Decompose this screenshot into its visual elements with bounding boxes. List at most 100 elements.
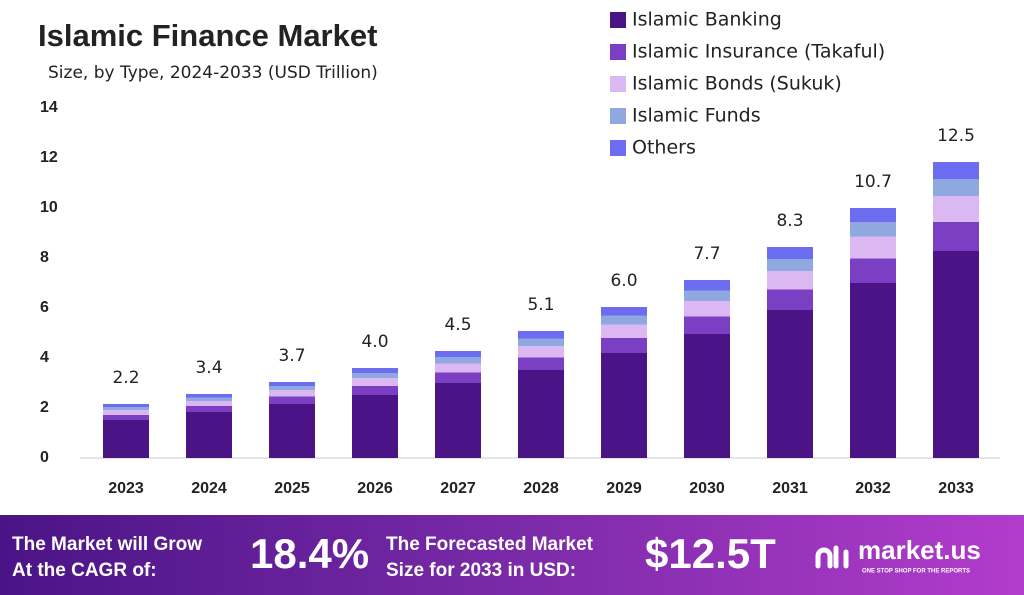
x-tick-label: 2027 bbox=[440, 480, 476, 497]
bar-segment bbox=[103, 415, 149, 420]
bar-segment bbox=[518, 338, 564, 347]
x-tick-label: 2025 bbox=[274, 480, 310, 497]
chart-title: Islamic Finance Market bbox=[38, 18, 377, 53]
x-tick-label: 2031 bbox=[772, 480, 808, 497]
x-tick-label: 2023 bbox=[108, 480, 144, 497]
banner-forecast: $12.5T bbox=[645, 530, 776, 577]
bar-segment bbox=[601, 307, 647, 316]
legend-swatch bbox=[610, 12, 626, 28]
legend-label: Islamic Bonds (Sukuk) bbox=[632, 73, 842, 95]
total-label: 4.0 bbox=[361, 332, 388, 352]
bar-segment bbox=[186, 406, 232, 412]
x-tick-label: 2026 bbox=[357, 480, 393, 497]
bar-segment bbox=[933, 179, 979, 196]
bar-segment bbox=[352, 373, 398, 378]
bar-segment bbox=[933, 222, 979, 251]
legend-label: Islamic Insurance (Takaful) bbox=[632, 41, 885, 63]
total-label: 3.7 bbox=[278, 346, 305, 366]
bar-segment bbox=[435, 383, 481, 458]
bar-segment bbox=[684, 316, 730, 334]
bar-segment bbox=[352, 378, 398, 386]
bar-segment bbox=[518, 357, 564, 370]
total-label: 10.7 bbox=[854, 172, 892, 192]
bar-segment bbox=[684, 290, 730, 301]
bar-segment bbox=[850, 283, 896, 458]
bar-segment bbox=[352, 395, 398, 458]
total-label: 6.0 bbox=[610, 271, 637, 291]
bar-segment bbox=[767, 289, 813, 310]
total-label: 5.1 bbox=[527, 295, 554, 315]
chart-subtitle: Size, by Type, 2024-2033 (USD Trillion) bbox=[48, 63, 378, 83]
bar-segment bbox=[850, 208, 896, 223]
total-label: 2.2 bbox=[112, 368, 139, 388]
bar-segment bbox=[767, 310, 813, 458]
bar-segment bbox=[269, 382, 315, 386]
bar-segment bbox=[601, 324, 647, 338]
legend-label: Islamic Banking bbox=[632, 9, 782, 31]
bar-segment bbox=[518, 346, 564, 358]
legend-swatch bbox=[610, 44, 626, 60]
total-label: 4.5 bbox=[444, 315, 471, 335]
bar-segment bbox=[435, 363, 481, 373]
bar-segment bbox=[269, 404, 315, 458]
bar-segment bbox=[186, 401, 232, 406]
bar-segment bbox=[684, 301, 730, 317]
bar-segment bbox=[601, 338, 647, 353]
bar-segment bbox=[269, 396, 315, 404]
bar-segment bbox=[269, 386, 315, 390]
bar-segment bbox=[103, 410, 149, 415]
bar-segment bbox=[850, 222, 896, 237]
banner-text: The Market will Grow bbox=[12, 534, 202, 555]
bar-segment bbox=[103, 407, 149, 410]
bar-segment bbox=[601, 353, 647, 458]
bar-segment bbox=[103, 404, 149, 407]
y-tick-label: 4 bbox=[40, 349, 49, 366]
y-tick-label: 0 bbox=[40, 449, 49, 466]
legend-label: Islamic Funds bbox=[632, 105, 761, 127]
y-tick-label: 10 bbox=[40, 199, 58, 216]
legend-swatch bbox=[610, 76, 626, 92]
bar-segment bbox=[518, 370, 564, 458]
bar-segment bbox=[684, 334, 730, 458]
bar-segment bbox=[186, 412, 232, 458]
bar-segment bbox=[933, 196, 979, 222]
bar-segment bbox=[767, 271, 813, 290]
bar-segment bbox=[352, 368, 398, 373]
bar-segment bbox=[352, 386, 398, 395]
total-label: 3.4 bbox=[195, 358, 222, 378]
bar-segment bbox=[435, 372, 481, 383]
bar-segment bbox=[269, 390, 315, 397]
total-label: 7.7 bbox=[693, 244, 720, 264]
bar-segment bbox=[850, 236, 896, 259]
y-tick-label: 6 bbox=[40, 299, 49, 316]
y-tick-label: 12 bbox=[40, 149, 58, 166]
y-tick-label: 2 bbox=[40, 399, 49, 416]
legend-label: Others bbox=[632, 137, 696, 159]
x-tick-label: 2032 bbox=[855, 480, 891, 497]
bar-segment bbox=[435, 357, 481, 364]
total-label: 12.5 bbox=[937, 126, 975, 146]
bar-segment bbox=[186, 394, 232, 398]
bar-segment bbox=[518, 331, 564, 339]
bar-segment bbox=[186, 397, 232, 401]
brand-tagline: ONE STOP SHOP FOR THE REPORTS bbox=[862, 569, 970, 575]
legend-swatch bbox=[610, 108, 626, 124]
x-tick-label: 2029 bbox=[606, 480, 642, 497]
bar-segment bbox=[767, 247, 813, 259]
brand-name: market.us bbox=[858, 535, 981, 565]
bar-segment bbox=[850, 258, 896, 283]
legend-swatch bbox=[610, 140, 626, 156]
x-tick-label: 2033 bbox=[938, 480, 974, 497]
bar-segment bbox=[767, 259, 813, 271]
banner-text: At the CAGR of: bbox=[12, 560, 157, 581]
x-tick-label: 2028 bbox=[523, 480, 559, 497]
x-tick-label: 2030 bbox=[689, 480, 725, 497]
bar-segment bbox=[601, 315, 647, 325]
y-tick-label: 8 bbox=[40, 249, 49, 266]
bar-segment bbox=[933, 162, 979, 179]
bar-segment bbox=[435, 351, 481, 358]
banner bbox=[0, 515, 1024, 595]
banner-text: The Forecasted Market bbox=[386, 534, 594, 555]
bar-segment bbox=[103, 420, 149, 458]
